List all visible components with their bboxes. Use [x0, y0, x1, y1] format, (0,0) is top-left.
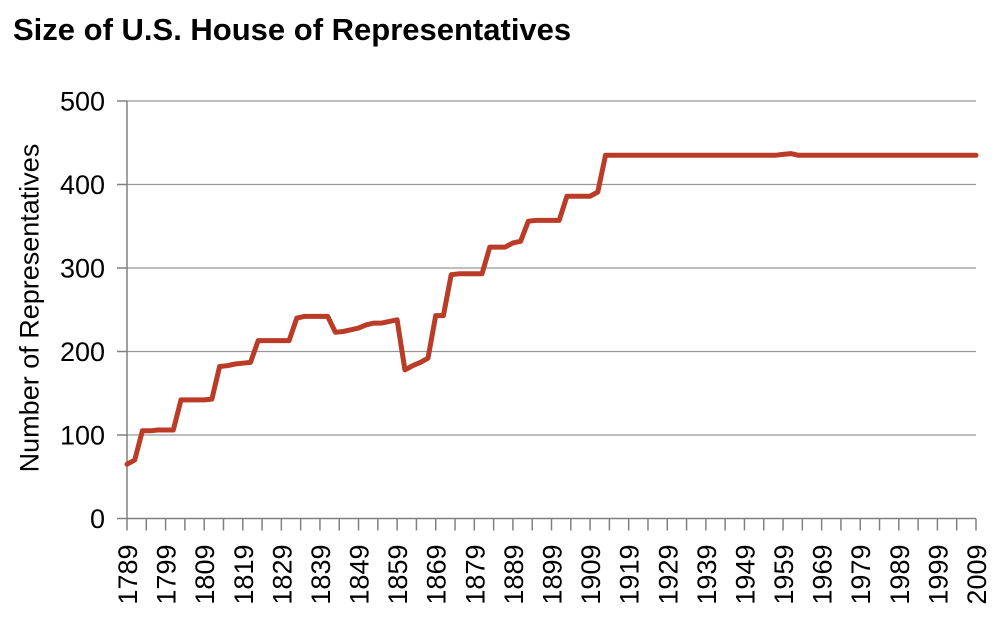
x-tick-label: 2009 — [962, 545, 992, 605]
x-tick-label: 1859 — [383, 545, 413, 605]
x-tick-label: 1909 — [576, 545, 606, 605]
x-tick-label: 1799 — [152, 545, 182, 605]
y-tick-label: 100 — [60, 421, 105, 451]
x-tick-label: 1989 — [885, 545, 915, 605]
x-tick-label: 1959 — [769, 545, 799, 605]
x-tick-label: 1789 — [113, 545, 143, 605]
x-tick-label: 1919 — [615, 545, 645, 605]
x-tick-label: 1869 — [422, 545, 452, 605]
y-tick-label: 300 — [60, 254, 105, 284]
x-tick-label: 1829 — [267, 545, 297, 605]
y-tick-label: 400 — [60, 170, 105, 200]
y-tick-label: 500 — [60, 87, 105, 117]
x-tick-label: 1949 — [730, 545, 760, 605]
y-tick-label: 200 — [60, 337, 105, 367]
x-tick-label: 1999 — [923, 545, 953, 605]
chart-title: Size of U.S. House of Representatives — [13, 12, 572, 47]
x-tick-label: 1879 — [460, 545, 490, 605]
y-tick-label: 0 — [90, 504, 105, 534]
x-tick-label: 1969 — [808, 545, 838, 605]
x-tick-label: 1979 — [846, 545, 876, 605]
data-line-house-size — [124, 151, 979, 467]
x-tick-label: 1839 — [306, 545, 336, 605]
x-tick-label: 1819 — [229, 545, 259, 605]
x-tick-label: 1899 — [538, 545, 568, 605]
x-tick-label: 1849 — [345, 545, 375, 605]
x-tick-label: 1809 — [190, 545, 220, 605]
x-tick-label: 1939 — [692, 545, 722, 605]
x-tick-label: 1889 — [499, 545, 529, 605]
x-tick-label: 1929 — [653, 545, 683, 605]
